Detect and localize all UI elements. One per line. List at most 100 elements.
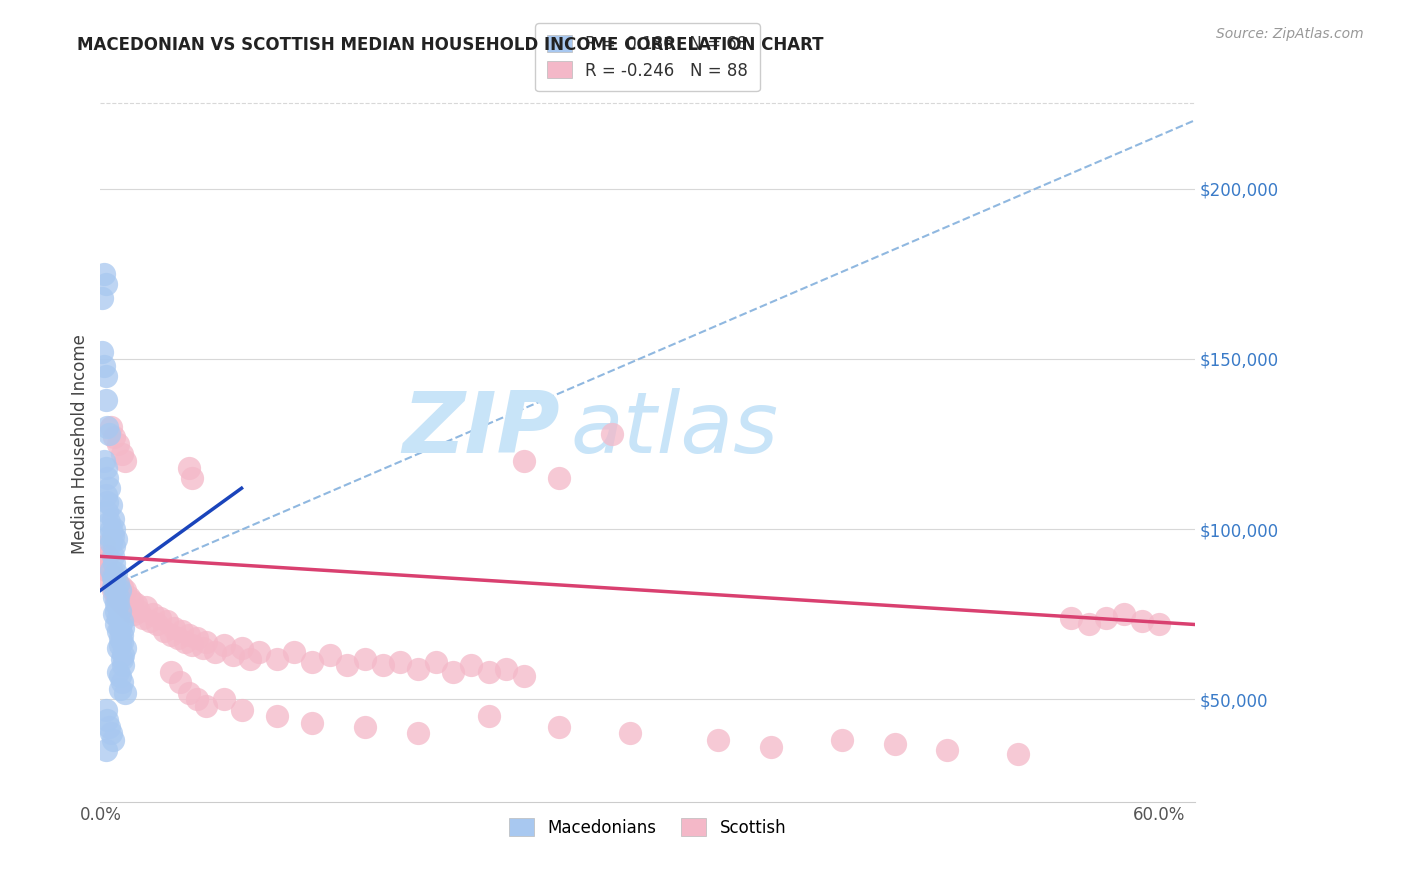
Point [112, 621, 135, 635]
Point [93, 267, 115, 281]
Point [108, 621, 131, 635]
Point [239, 651, 262, 665]
Point [548, 471, 571, 485]
Point [160, 628, 183, 642]
Point [96, 505, 118, 519]
Point [146, 617, 169, 632]
Point [108, 593, 131, 607]
Point [425, 655, 447, 669]
Y-axis label: Median Household Income: Median Household Income [72, 334, 89, 554]
Text: MACEDONIAN VS SCOTTISH MEDIAN HOUSEHOLD INCOME CORRELATION CHART: MACEDONIAN VS SCOTTISH MEDIAN HOUSEHOLD … [77, 36, 824, 54]
Point [94, 488, 117, 502]
Point [96, 549, 118, 564]
Point [191, 641, 214, 656]
Point [98, 516, 121, 530]
Point [107, 591, 129, 605]
Point [247, 645, 270, 659]
Point [107, 576, 129, 591]
Point [174, 634, 197, 648]
Point [156, 614, 179, 628]
Point [105, 583, 128, 598]
Point [478, 709, 501, 723]
Point [142, 607, 165, 622]
Point [100, 498, 122, 512]
Point [354, 651, 377, 665]
Point [101, 529, 124, 543]
Point [103, 607, 125, 622]
Point [177, 628, 200, 642]
Point [1147, 617, 1170, 632]
Point [389, 655, 412, 669]
Point [100, 420, 122, 434]
Point [98, 426, 121, 441]
Point [231, 703, 253, 717]
Point [103, 573, 125, 587]
Point [112, 597, 135, 611]
Point [160, 665, 183, 680]
Point [495, 662, 517, 676]
Point [936, 743, 959, 757]
Point [108, 604, 131, 618]
Point [186, 692, 208, 706]
Point [114, 641, 136, 656]
Point [406, 726, 429, 740]
Point [212, 692, 235, 706]
Point [93, 539, 115, 553]
Point [177, 685, 200, 699]
Point [114, 583, 136, 598]
Point [1095, 610, 1118, 624]
Point [170, 624, 193, 639]
Point [110, 614, 132, 628]
Point [195, 634, 218, 648]
Point [319, 648, 342, 662]
Point [114, 685, 136, 699]
Point [120, 604, 142, 618]
Point [100, 522, 122, 536]
Point [91, 291, 114, 305]
Text: atlas: atlas [571, 388, 779, 471]
Point [105, 604, 128, 618]
Point [195, 699, 218, 714]
Point [513, 454, 536, 468]
Point [110, 675, 132, 690]
Point [107, 576, 129, 591]
Point [94, 277, 117, 291]
Point [114, 454, 136, 468]
Point [108, 638, 131, 652]
Point [707, 733, 730, 747]
Point [91, 345, 114, 359]
Point [181, 471, 204, 485]
Point [105, 591, 128, 605]
Point [135, 600, 157, 615]
Point [478, 665, 501, 680]
Point [96, 471, 118, 485]
Point [301, 655, 323, 669]
Point [1077, 617, 1099, 632]
Point [94, 743, 117, 757]
Point [101, 583, 124, 598]
Point [98, 481, 121, 495]
Point [108, 631, 131, 645]
Point [96, 420, 118, 434]
Point [204, 645, 226, 659]
Point [1060, 610, 1083, 624]
Point [163, 621, 186, 635]
Point [103, 430, 125, 444]
Point [131, 610, 153, 624]
Point [110, 447, 132, 461]
Point [105, 533, 128, 547]
Point [110, 634, 132, 648]
Point [105, 566, 128, 581]
Point [105, 597, 128, 611]
Point [336, 658, 359, 673]
Point [107, 610, 129, 624]
Point [107, 437, 129, 451]
Point [181, 638, 204, 652]
Point [153, 624, 176, 639]
Point [101, 580, 124, 594]
Point [91, 556, 114, 570]
Point [98, 720, 121, 734]
Point [167, 631, 190, 645]
Point [101, 733, 124, 747]
Point [98, 573, 121, 587]
